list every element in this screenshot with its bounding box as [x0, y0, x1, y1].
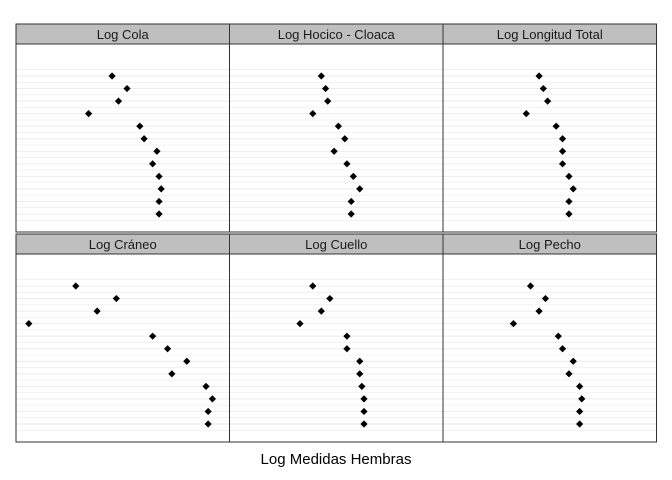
data-point: [539, 84, 547, 93]
data-point: [358, 382, 366, 390]
data-point: [309, 282, 317, 290]
x-axis-label: Log Medidas Hembras: [261, 451, 412, 468]
data-point: [552, 122, 560, 130]
panel-background: [443, 254, 657, 442]
data-point: [204, 420, 212, 428]
data-point: [317, 307, 325, 315]
strip-title: Log Cuello: [305, 237, 367, 252]
data-point: [554, 332, 562, 340]
panel-background: [16, 44, 230, 232]
data-point: [541, 294, 550, 303]
data-point: [558, 147, 567, 155]
panel-background: [443, 44, 657, 232]
data-point: [204, 407, 212, 416]
data-point: [544, 97, 552, 105]
data-point: [157, 185, 165, 193]
data-point: [72, 282, 80, 290]
data-point: [112, 294, 120, 303]
panel-border: [442, 253, 657, 443]
data-point: [108, 72, 116, 80]
data-point: [330, 147, 338, 155]
data-point: [576, 382, 584, 390]
strip-title: Log Longitud Total: [497, 27, 603, 42]
data-point: [140, 135, 148, 143]
panel-log-craneo: Log Cráneo: [15, 233, 230, 443]
data-point: [155, 210, 163, 218]
data-point: [321, 84, 330, 93]
data-point: [334, 122, 342, 130]
data-point: [565, 370, 573, 378]
data-point: [569, 357, 577, 365]
panel-border: [442, 43, 657, 233]
data-point: [360, 407, 368, 416]
data-point: [569, 185, 577, 193]
data-point: [326, 294, 334, 303]
data-point: [309, 110, 317, 118]
data-point: [123, 84, 131, 93]
strip-title: Log Pecho: [519, 237, 581, 252]
data-point: [535, 72, 543, 80]
data-point: [296, 320, 304, 328]
data-point: [535, 307, 543, 315]
panel-log-pecho: Log Pecho: [442, 233, 657, 443]
panel-background: [229, 44, 443, 232]
data-point: [341, 135, 349, 143]
data-point: [343, 160, 351, 168]
data-point: [558, 160, 567, 168]
data-point: [558, 135, 567, 143]
strip-title: Log Hocico - Cloaca: [278, 27, 396, 42]
data-point: [163, 345, 172, 353]
panel-log-longitud-total: Log Longitud Total: [442, 23, 657, 233]
data-point: [93, 307, 101, 315]
data-point: [208, 395, 217, 403]
data-point: [324, 97, 332, 105]
data-point: [155, 197, 163, 206]
panel-log-cola: Log Cola: [15, 23, 230, 233]
data-point: [84, 110, 93, 118]
data-point: [356, 357, 364, 365]
panel-background: [16, 254, 230, 442]
data-point: [168, 370, 176, 378]
data-point: [576, 420, 584, 428]
data-point: [114, 97, 123, 105]
data-point: [576, 407, 584, 416]
data-point: [343, 332, 351, 340]
data-point: [565, 197, 573, 206]
data-point: [343, 345, 351, 353]
data-point: [183, 357, 191, 365]
data-point: [155, 172, 163, 180]
strip-title: Log Cola: [97, 27, 150, 42]
data-point: [522, 110, 530, 118]
data-point: [526, 282, 535, 290]
panel-log-hocico-cloaca: Log Hocico - Cloaca: [229, 23, 444, 233]
data-point: [509, 320, 518, 328]
data-point: [356, 370, 364, 378]
data-point: [578, 395, 586, 403]
data-point: [360, 395, 368, 403]
data-point: [136, 122, 144, 130]
data-point: [25, 320, 33, 328]
data-point: [149, 332, 157, 340]
data-point: [360, 420, 368, 428]
data-point: [558, 345, 567, 353]
data-point: [317, 72, 325, 80]
data-point: [149, 160, 157, 168]
data-point: [202, 382, 210, 390]
panels-group: Log Cola Log Hocico - Cloaca Log Longitud …: [15, 23, 657, 443]
data-point: [565, 172, 573, 180]
data-point: [347, 210, 355, 218]
data-point: [153, 147, 161, 155]
data-point: [347, 197, 355, 206]
data-point: [565, 210, 573, 218]
panel-log-cuello: Log Cuello: [229, 233, 444, 443]
data-point: [349, 172, 357, 180]
panel-background: [229, 254, 443, 442]
strip-title: Log Cráneo: [89, 237, 157, 252]
data-point: [356, 185, 364, 193]
